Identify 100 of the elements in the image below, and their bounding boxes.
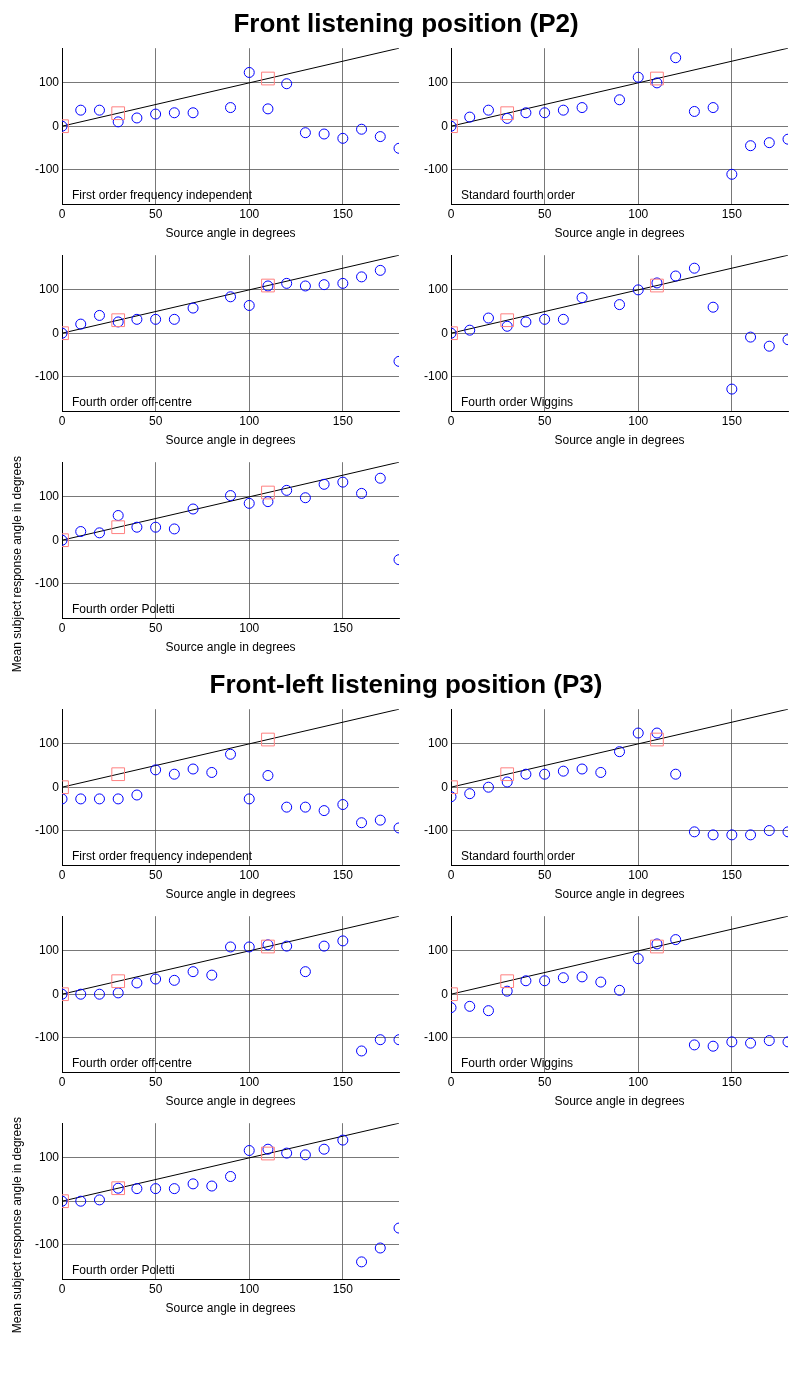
point [464,788,476,800]
point [482,104,494,116]
y-tick-label: 100 [427,75,449,90]
point [650,278,664,293]
x-tick-label: 100 [628,206,649,221]
point [131,1183,143,1195]
point [614,94,626,106]
x-axis-title: Source angle in degrees [554,887,685,902]
x-axis-title: Source angle in degrees [165,433,296,448]
point [651,77,663,89]
point [745,331,757,343]
point [112,116,124,128]
point [670,270,682,282]
y-axis-title: Mean subject response angle in degrees [10,1116,24,1333]
annotation: Fourth order Poletti [72,1262,175,1277]
point [131,521,143,533]
point [500,313,515,328]
point [482,1005,494,1017]
y-tick-label: 0 [441,118,449,133]
point [262,770,274,781]
point [763,137,775,149]
point [225,748,237,760]
point [500,974,515,989]
x-tick-label: 50 [148,1281,163,1296]
x-tick-label: 50 [148,867,163,882]
x-tick-label: 100 [628,413,649,428]
point [356,1045,368,1057]
point [337,799,349,811]
point [632,284,644,296]
y-tick-label: 0 [52,325,60,340]
point [168,768,180,780]
point [356,123,368,135]
x-tick-label: 50 [148,413,163,428]
y-tick-label: 100 [427,736,449,751]
point [131,313,143,325]
x-axis-title: Source angle in degrees [165,640,296,655]
point [374,472,386,484]
y-tick-label: -100 [34,1029,60,1044]
point [112,510,124,521]
y-tick-label: 100 [427,943,449,958]
point [539,313,551,325]
point [225,102,237,114]
point [281,78,293,90]
point [168,313,180,325]
point [576,763,588,775]
point [356,817,368,829]
point [150,764,162,776]
point [650,732,664,747]
y-tick-label: -100 [423,822,449,837]
y-tick-label: 100 [38,489,60,504]
x-tick-label: 100 [628,867,649,882]
y-tick-label: -100 [34,161,60,176]
point [374,814,386,826]
x-tick-label: 100 [239,413,260,428]
point [539,768,551,780]
annotation: Standard fourth order [461,848,576,863]
x-axis-title: Source angle in degrees [165,887,296,902]
x-axis-title: Source angle in degrees [554,226,685,241]
point [299,280,311,292]
point [243,793,255,805]
x-tick-label: 50 [148,1074,163,1089]
point [726,168,738,180]
point [763,340,775,352]
point [225,490,237,502]
point [539,975,551,987]
point [150,108,162,120]
point [318,279,330,291]
x-tick-label: 150 [332,1281,354,1296]
y-tick-label: -100 [34,822,60,837]
point [111,767,126,782]
x-tick-label: 150 [332,206,354,221]
point [261,485,275,500]
x-axis-title: Source angle in degrees [554,1094,685,1109]
y-tick-label: 0 [441,986,449,1001]
point [501,320,513,332]
point [93,527,105,539]
point [225,1171,237,1182]
x-axis-title: Source angle in degrees [554,433,685,448]
y-tick-label: 0 [52,118,60,133]
point [75,526,87,538]
x-tick-label: 150 [332,413,354,428]
point [168,1183,180,1195]
point [356,271,368,283]
point [356,1256,368,1268]
point [318,1143,330,1155]
point [576,102,588,114]
point [576,292,588,304]
point [131,789,143,801]
point [261,1146,275,1161]
point [112,987,124,999]
y-tick-label: 100 [38,75,60,90]
point [243,299,255,311]
point [318,128,330,140]
point [261,732,275,747]
point [356,487,368,499]
point [763,1035,775,1047]
point [374,131,386,143]
point [337,132,349,144]
point [670,768,682,780]
annotation: First order frequency independent [72,187,253,202]
